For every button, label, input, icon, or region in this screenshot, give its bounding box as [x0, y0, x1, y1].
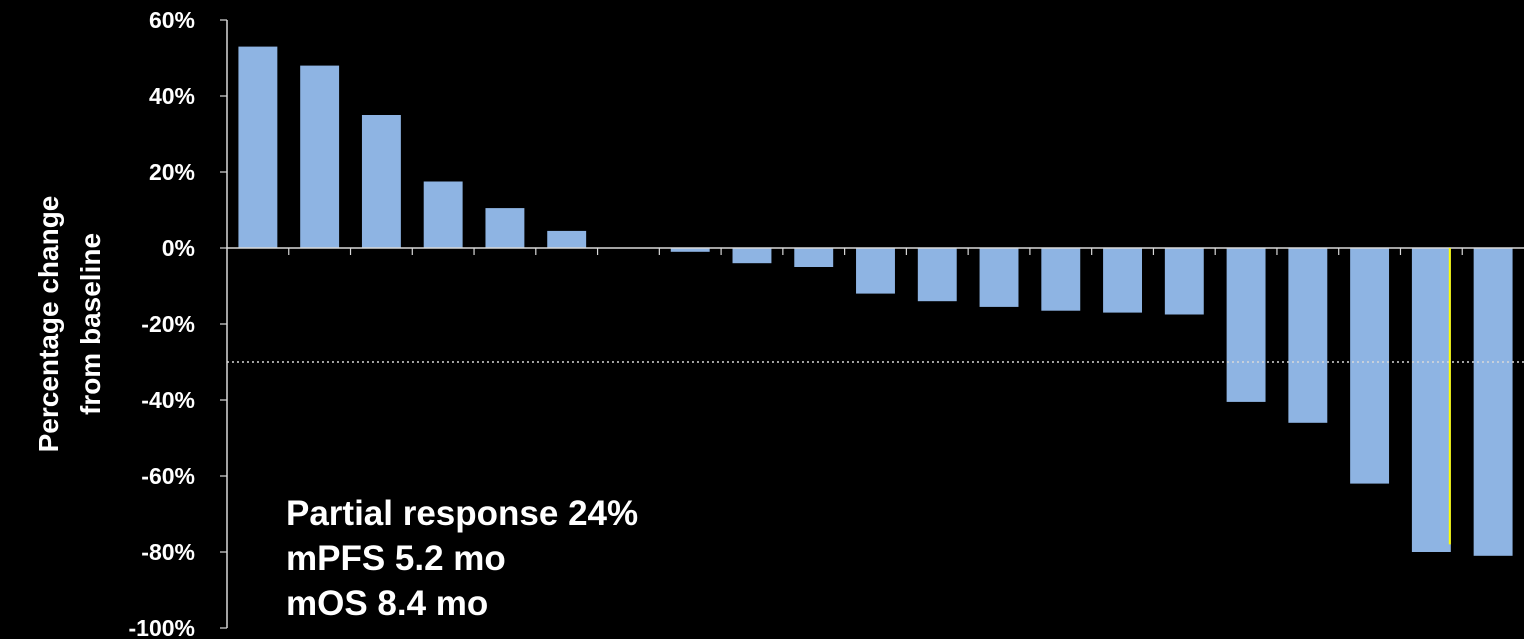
y-tick-label-2: 20% [149, 159, 195, 185]
bars-group [238, 46, 1513, 556]
bar-20 [1411, 248, 1451, 552]
axes-group [220, 19, 1524, 629]
y-tick-label-5: -40% [141, 387, 195, 413]
y-tick-label-4: -20% [141, 311, 195, 337]
y-tick-labels-group: 60% 40% 20% 0% -20% -40% -60% -80% -100% [129, 7, 195, 639]
bar-8 [670, 248, 710, 252]
annotation-partial-response: Partial response 24% [286, 494, 638, 533]
annotation-mos: mOS 8.4 mo [286, 584, 488, 623]
reference-group [227, 248, 1524, 545]
bar-6 [547, 230, 587, 248]
bar-10 [794, 248, 834, 267]
bar-14 [1041, 248, 1081, 311]
y-axis-title-line-2: from baseline [75, 233, 106, 415]
bar-21 [1473, 248, 1513, 556]
y-tick-label-0: 60% [149, 7, 195, 33]
y-tick-label-1: 40% [149, 83, 195, 109]
bar-5 [485, 208, 525, 248]
y-tick-label-6: -60% [141, 463, 195, 489]
bar-16 [1164, 248, 1204, 315]
annotation-mpfs: mPFS 5.2 mo [286, 539, 506, 578]
y-axis-title-line-1: Percentage change [33, 196, 64, 453]
bar-1 [238, 46, 278, 248]
bar-18 [1288, 248, 1328, 423]
y-tick-label-7: -80% [141, 539, 195, 565]
y-tick-label-8: -100% [129, 615, 195, 639]
bar-9 [732, 248, 772, 264]
bar-12 [917, 248, 957, 302]
bar-17 [1226, 248, 1266, 402]
bar-13 [979, 248, 1019, 307]
bar-19 [1350, 248, 1390, 484]
y-tick-label-3: 0% [162, 235, 195, 261]
bar-3 [361, 115, 401, 248]
bar-2 [300, 65, 340, 248]
bar-4 [423, 181, 463, 248]
bar-11 [856, 248, 895, 294]
bar-15 [1103, 248, 1142, 313]
